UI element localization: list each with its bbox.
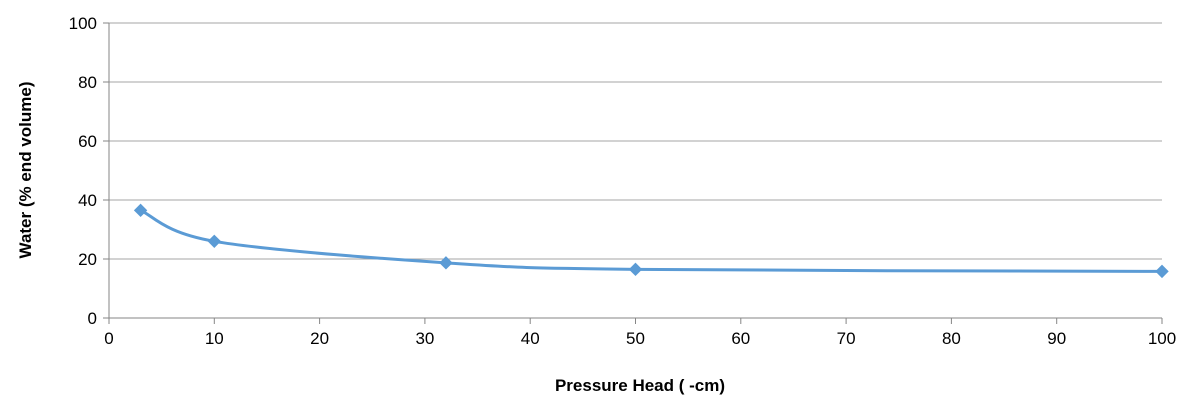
- x-tick-label: 10: [205, 329, 224, 348]
- markers-group: [133, 203, 1169, 279]
- y-tick-label: 100: [69, 14, 97, 33]
- x-tick-label: 0: [104, 329, 113, 348]
- x-tick-label: 70: [837, 329, 856, 348]
- x-tick-label: 30: [415, 329, 434, 348]
- y-tick-label: 20: [78, 250, 97, 269]
- data-point-marker: [439, 256, 453, 270]
- y-tick-label: 0: [88, 309, 97, 328]
- data-point-marker: [207, 234, 222, 249]
- series-line: [139, 208, 1164, 273]
- x-tick-label: 50: [626, 329, 645, 348]
- x-tick-label: 80: [942, 329, 961, 348]
- y-axis-title: Water (% end volume): [16, 82, 35, 259]
- x-axis-title: Pressure Head ( -cm): [555, 376, 725, 395]
- x-tick-label: 100: [1148, 329, 1176, 348]
- data-point-marker: [133, 203, 148, 218]
- x-tick-label: 90: [1047, 329, 1066, 348]
- y-tick-label: 80: [78, 73, 97, 92]
- y-tick-label: 40: [78, 191, 97, 210]
- series-group: [139, 208, 1164, 273]
- y-tick-label: 60: [78, 132, 97, 151]
- data-point-marker: [628, 262, 643, 277]
- data-point-marker: [1155, 264, 1169, 279]
- x-tick-label: 40: [521, 329, 540, 348]
- gridlines: [109, 22, 1162, 260]
- axes: [103, 22, 1163, 324]
- tick-labels: 0 20 40 60 80 100 0 10 20 30 40 50 60 70 80 90 100: [69, 14, 1177, 348]
- x-tick-label: 60: [731, 329, 750, 348]
- x-tick-label: 20: [310, 329, 329, 348]
